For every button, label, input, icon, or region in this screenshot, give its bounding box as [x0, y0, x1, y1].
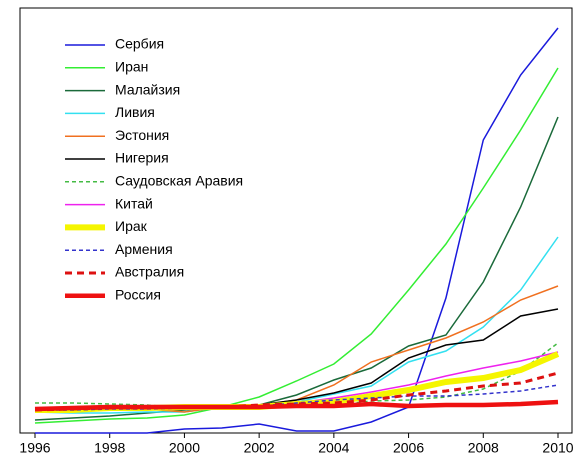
legend-label: Малайзия [115, 81, 180, 97]
legend-label: Саудовская Аравия [115, 173, 243, 189]
x-tick-label: 1996 [19, 440, 50, 456]
series-line [34, 399, 559, 412]
series-line [35, 27, 559, 434]
series-line [34, 116, 559, 421]
legend-label: Армения [115, 241, 173, 257]
x-tick-label: 2010 [542, 440, 573, 456]
legend-label: Иран [115, 59, 148, 75]
x-tick-label: 2008 [468, 440, 499, 456]
legend-label: Ливия [115, 104, 155, 120]
x-tick-label: 2000 [169, 440, 200, 456]
series-line [34, 67, 559, 424]
legend-label: Эстония [115, 127, 169, 143]
legend-label: Австралия [115, 264, 184, 280]
x-tick-label: 2004 [318, 440, 349, 456]
plot-frame [19, 7, 573, 434]
series-line [35, 351, 560, 413]
x-tick-label: 2002 [244, 440, 275, 456]
legend-label: Нигерия [115, 150, 169, 166]
legend-label: Ирак [115, 218, 148, 234]
legend-label: Россия [115, 287, 161, 303]
x-tick-label: 1998 [94, 440, 125, 456]
legend-label: Китай [115, 195, 153, 211]
x-tick-label: 2006 [393, 440, 424, 456]
series-line [34, 285, 559, 413]
legend-label: Сербия [115, 36, 164, 52]
